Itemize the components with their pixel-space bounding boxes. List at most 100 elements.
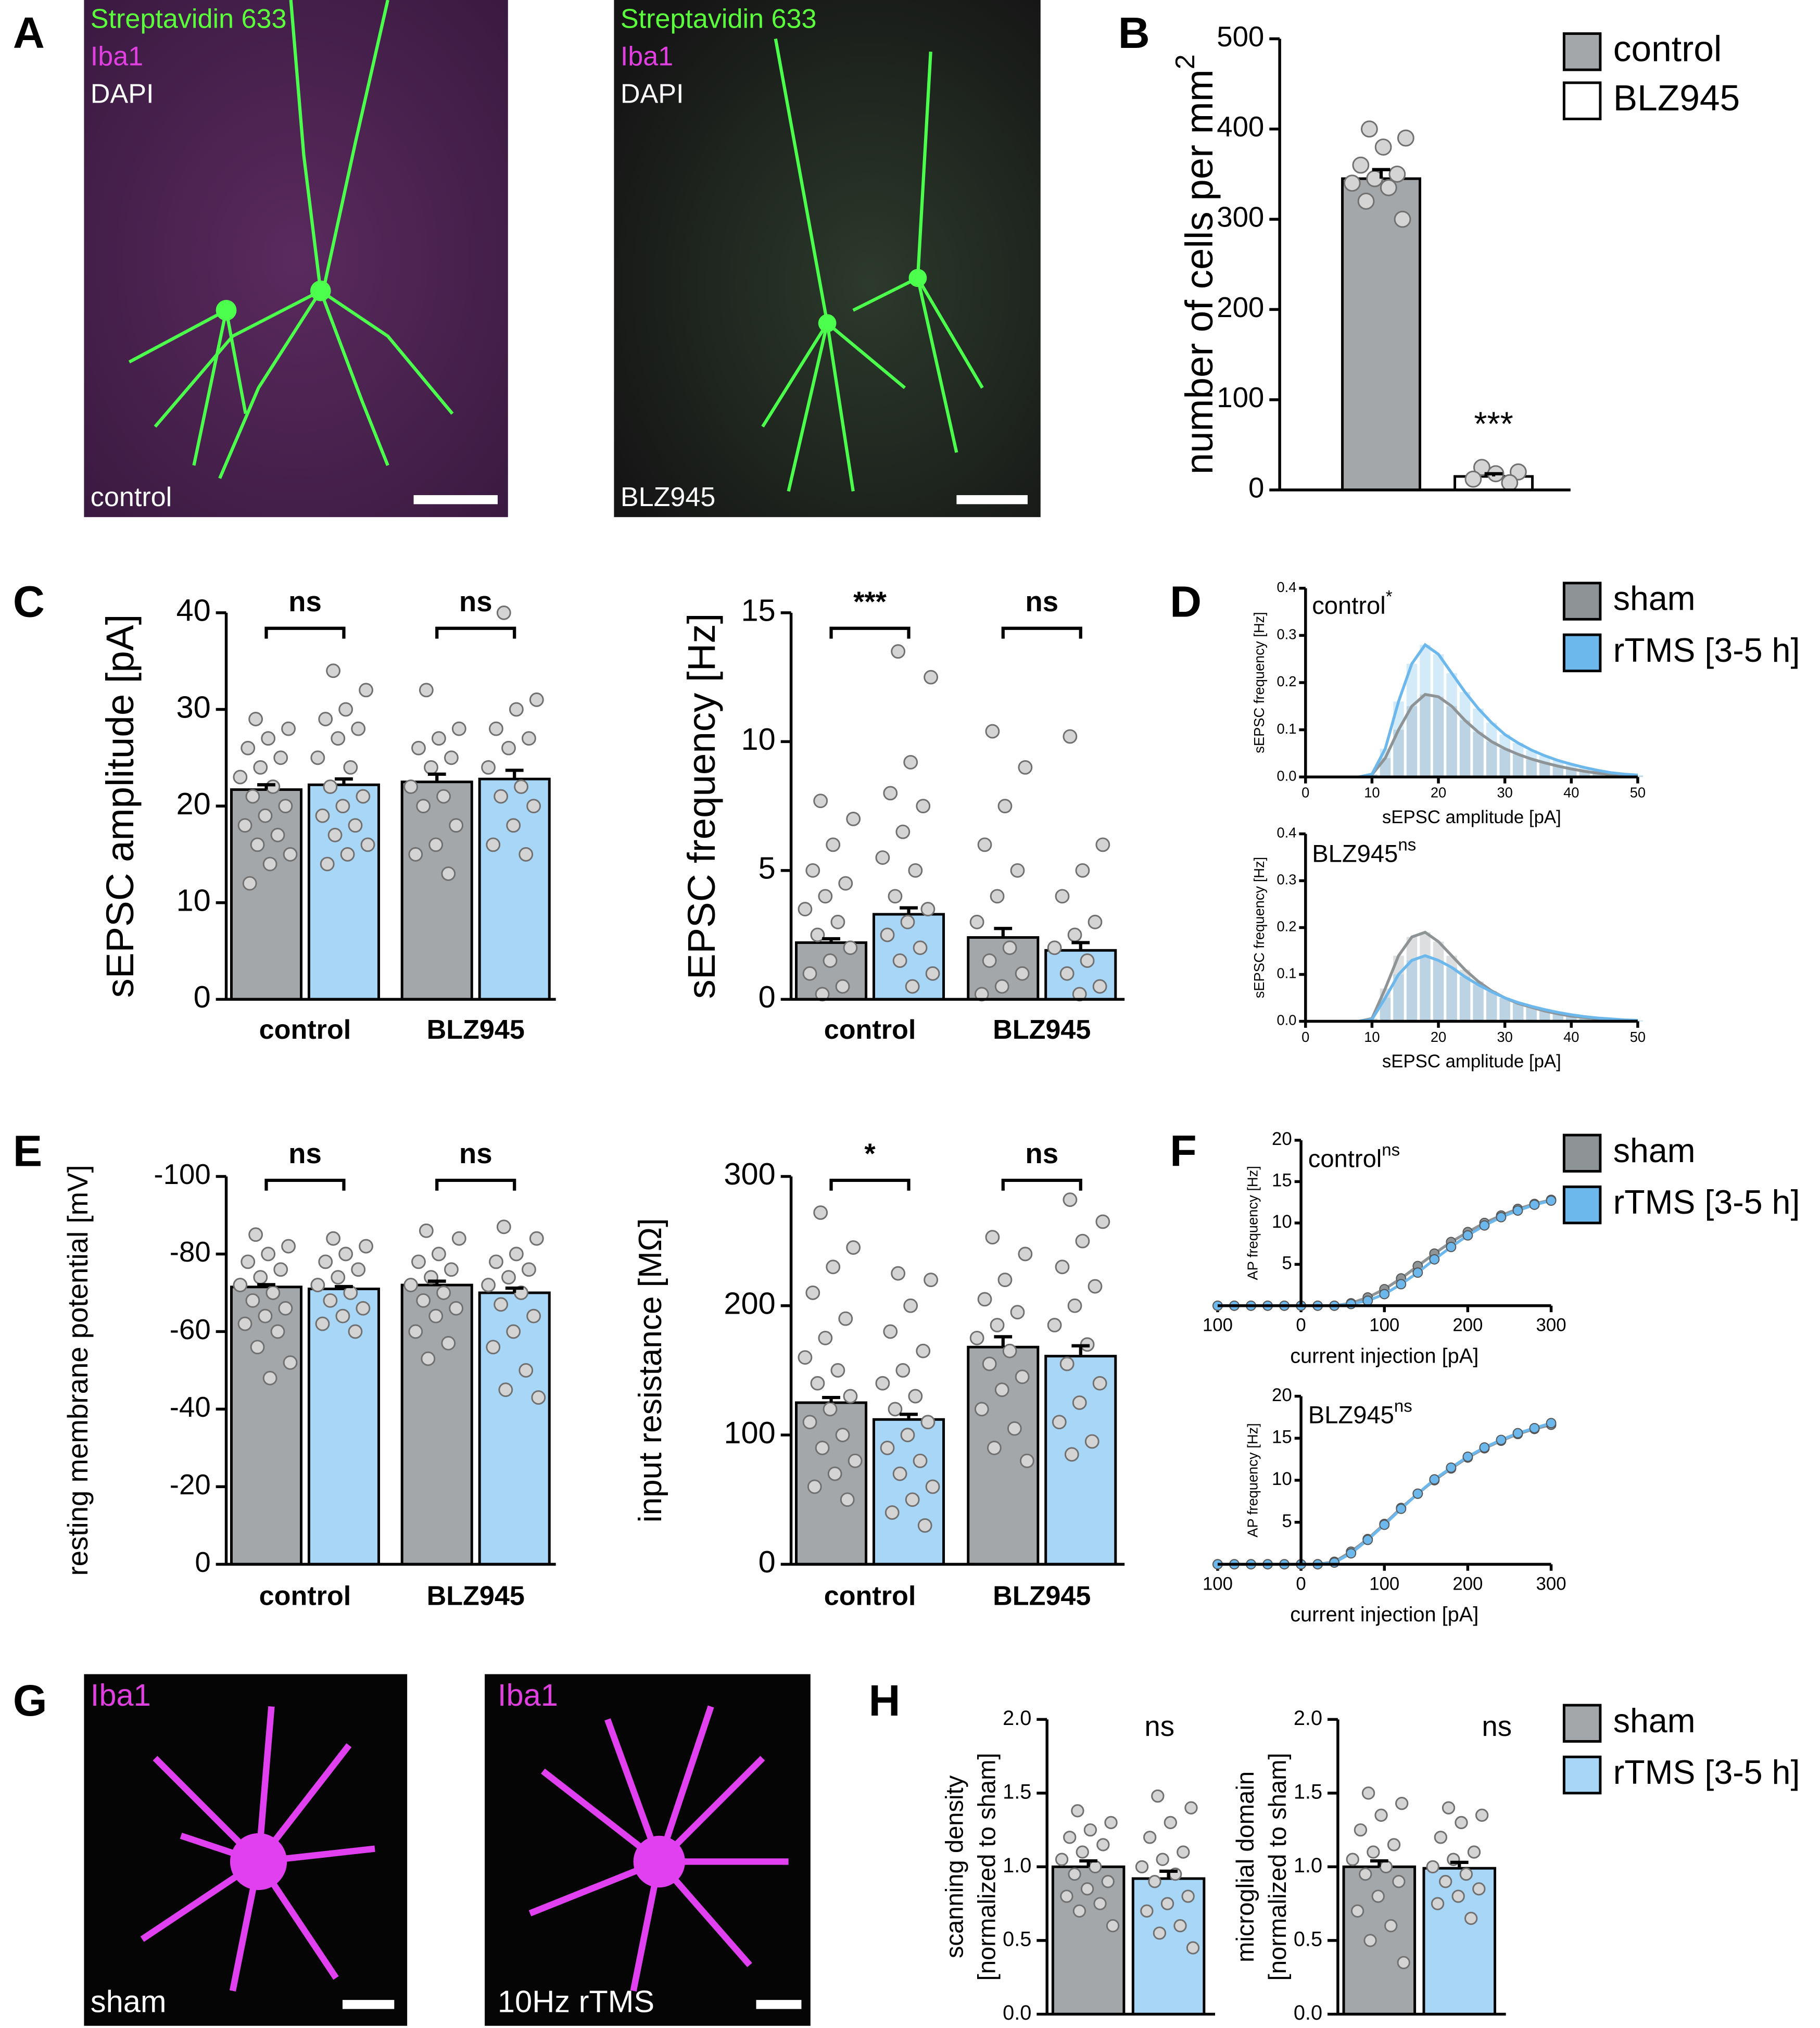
histogram-bar (1499, 998, 1510, 1022)
data-point (436, 789, 451, 804)
data-point (830, 1363, 845, 1378)
legend-swatch (1562, 582, 1602, 621)
y-tick-label: 5 (759, 851, 776, 886)
data-point (1434, 1831, 1448, 1844)
marker (1412, 1488, 1423, 1499)
data-point (261, 731, 276, 746)
data-point (509, 702, 524, 717)
data-point (519, 847, 534, 862)
marker (1479, 1220, 1490, 1231)
bar (1342, 1865, 1417, 2016)
y-tick-label: 0.0 (1276, 1012, 1296, 1028)
data-point (985, 724, 1000, 739)
data-point (270, 1324, 285, 1339)
significance: ns (459, 1138, 492, 1169)
data-point (875, 1376, 890, 1391)
y-tick-label: -60 (170, 1314, 211, 1345)
data-point (888, 889, 903, 904)
data-point (908, 1389, 923, 1404)
error-bar (335, 1284, 353, 1289)
data-point (408, 1324, 423, 1339)
histogram-bar (1433, 960, 1444, 1022)
x-tick-label: 0 (1301, 1029, 1309, 1045)
y-tick-label: 0.1 (1276, 965, 1296, 981)
histogram-bar (1406, 960, 1418, 1022)
data-point (428, 1308, 444, 1324)
marker (1462, 1230, 1473, 1241)
data-point (1095, 837, 1110, 852)
data-point (815, 1440, 830, 1455)
data-point (823, 1402, 838, 1417)
marker (1446, 1462, 1457, 1473)
data-point (444, 750, 459, 765)
error-bar (1071, 941, 1090, 951)
legend-swatch (1562, 633, 1602, 673)
data-point (241, 1254, 256, 1269)
data-point (826, 837, 841, 852)
data-point (982, 1356, 997, 1371)
data-point (1075, 1233, 1090, 1249)
data-point (403, 1278, 419, 1292)
marker (1396, 1503, 1407, 1514)
legend-label: BLZ945 (1613, 78, 1740, 118)
data-point (1143, 1831, 1157, 1844)
image-label: Iba1 (621, 41, 673, 71)
bar (307, 1288, 380, 1566)
x-tick-label: 300 (1536, 1316, 1566, 1336)
data-point (805, 863, 820, 878)
data-point (827, 1466, 842, 1481)
x-tick-label: 10 (1364, 1029, 1380, 1045)
data-point (1442, 1801, 1456, 1815)
image-label: Streptavidin 633 (91, 4, 287, 34)
data-point (1093, 1897, 1107, 1910)
y-axis-label-main: input resistance [MΩ] (633, 1218, 668, 1523)
data-point (1088, 1279, 1103, 1294)
significance: ns (1144, 1710, 1174, 1742)
data-point (489, 1254, 503, 1269)
data-point (501, 740, 516, 755)
y-tick-label: 2.0 (1003, 1707, 1031, 1730)
data-point (1076, 1845, 1089, 1859)
significance-bracket (829, 1178, 911, 1191)
y-axis-label: AP frequency [Hz] (1245, 1166, 1261, 1280)
data-point (351, 721, 366, 736)
data-point (531, 1390, 546, 1405)
data-point (248, 712, 263, 726)
significance: ns (288, 586, 322, 618)
data-point (408, 847, 423, 862)
data-point (1464, 1911, 1478, 1925)
y-tick-label: 20 (176, 786, 210, 821)
data-point (908, 863, 923, 878)
bar (478, 777, 551, 1001)
data-point (441, 1336, 456, 1351)
significance-bracket (435, 1178, 516, 1191)
data-point (924, 1273, 939, 1288)
data-point (900, 914, 915, 929)
data-point (270, 827, 285, 842)
data-point (802, 1415, 817, 1430)
error-bar (1079, 1859, 1098, 1867)
data-point (331, 731, 346, 746)
histogram-bar (1406, 706, 1418, 777)
y-tick-label: 0 (759, 1544, 776, 1579)
data-point (320, 856, 335, 872)
data-point (1067, 927, 1082, 942)
y-tick-label: 100 (1217, 382, 1264, 413)
histogram-bar (1446, 673, 1457, 777)
data-point (1475, 1808, 1489, 1822)
data-point (838, 876, 853, 891)
significance: * (864, 1138, 876, 1169)
histogram-bar (1499, 734, 1510, 777)
y-tick-label: 5 (1282, 1511, 1292, 1531)
data-point (905, 1492, 920, 1507)
data-point (273, 750, 288, 765)
data-point (1101, 1875, 1115, 1888)
histogram-bar (1420, 645, 1431, 777)
data-point (891, 644, 906, 659)
marker (1346, 1299, 1357, 1309)
marker (1529, 1422, 1540, 1433)
chart-title-sup: ns (1398, 835, 1416, 854)
x-tick-label: BLZ945 (993, 1581, 1091, 1611)
data-point (1439, 1875, 1452, 1888)
